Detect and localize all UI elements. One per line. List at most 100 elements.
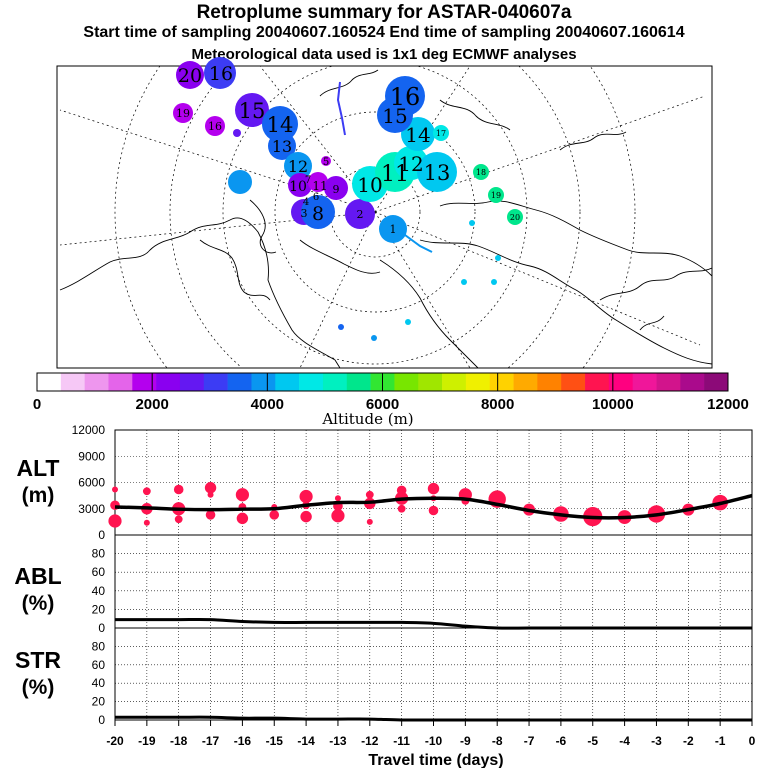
plume-label: 12	[288, 157, 308, 176]
plume-centroid-track	[336, 81, 433, 253]
plume-cluster-circle	[461, 279, 467, 285]
colorbar-swatch	[537, 373, 562, 391]
y-tick-label: 0	[98, 621, 105, 635]
x-tick-label: -10	[425, 734, 443, 748]
alt-cluster-marker	[331, 509, 345, 523]
x-tick-label: -6	[556, 734, 567, 748]
x-tick-label: -16	[234, 734, 252, 748]
plume-label: 6	[313, 192, 319, 203]
x-tick-label: -4	[619, 734, 630, 748]
x-tick-label: -1	[715, 734, 726, 748]
alt-cluster-marker	[142, 487, 151, 496]
plume-cluster-circle	[385, 76, 425, 116]
plume-label: 8	[312, 203, 324, 225]
meridian	[59, 109, 376, 213]
meridian	[374, 95, 706, 213]
colorbar-swatch	[394, 373, 419, 391]
y-tick-label: 20	[92, 602, 106, 616]
met-data-note: Meteorological data used is 1x1 deg ECMW…	[191, 46, 577, 63]
alt-cluster-marker	[428, 505, 439, 516]
alt-cluster-marker	[365, 490, 374, 499]
colorbar-axis-label: Altitude (m)	[321, 410, 413, 428]
x-tick-label: -12	[361, 734, 379, 748]
colorbar-swatch	[489, 373, 514, 391]
plume-cluster-circle	[233, 129, 241, 137]
plume-cluster-circle	[262, 106, 298, 142]
colorbar-swatch	[680, 373, 705, 391]
y-tick-label: 20	[92, 695, 106, 709]
colorbar-swatch	[632, 373, 657, 391]
colorbar-swatch	[585, 373, 610, 391]
colorbar-swatch	[346, 373, 371, 391]
colorbar-swatch	[227, 373, 252, 391]
y-tick-label: 40	[92, 584, 106, 598]
x-tick-label: -13	[329, 734, 347, 748]
chart-title: Retroplume summary for ASTAR-040607a	[196, 2, 572, 23]
plume-cluster-circle	[345, 199, 375, 229]
meridian	[299, 211, 376, 368]
colorbar-swatch	[299, 373, 324, 391]
colorbar-swatch	[465, 373, 491, 391]
abl-line	[115, 617, 752, 630]
sampling-times: Start time of sampling 20040607.160524 E…	[83, 24, 685, 41]
plume-label: 17	[436, 129, 446, 138]
plume-cluster-circle	[371, 335, 377, 341]
plume-label: 20	[510, 213, 520, 222]
alt-panel-unit: (m)	[22, 484, 55, 507]
plume-label: 19	[176, 107, 190, 120]
plume-label: 2	[357, 208, 364, 221]
y-tick-label: 12000	[72, 423, 106, 437]
plume-cluster-circle	[379, 215, 407, 243]
x-grid-lines	[114, 429, 753, 726]
str-y-ticks: 0 20 40 60 80	[92, 639, 106, 727]
x-tick-label: -19	[138, 734, 156, 748]
latitude-circle	[222, 66, 528, 365]
colorbar-swatch	[418, 373, 443, 391]
plume-cluster-circle	[268, 132, 296, 160]
coastline-segment	[249, 199, 277, 254]
plume-label: 7	[305, 175, 311, 186]
plume-label: 14	[405, 123, 430, 147]
coastline-segment	[59, 217, 341, 368]
alt-cluster-marker	[397, 504, 406, 513]
coastline-segment	[299, 239, 381, 274]
plume-labels: 20 16 19 16 15 14 13 12 11 10 9 8 7 6 5 …	[176, 63, 520, 236]
plume-cluster-circle	[204, 57, 236, 89]
plume-cluster-circle	[284, 152, 312, 180]
y-tick-label: 60	[92, 658, 106, 672]
plume-cluster-circle	[469, 220, 475, 226]
y-tick-label: 0	[98, 713, 105, 727]
x-tick-label: -11	[393, 734, 410, 748]
plume-label: 10	[357, 173, 382, 197]
y-tick-label: 9000	[78, 449, 105, 463]
plume-cluster-circle	[176, 61, 204, 89]
colorbar-swatch	[656, 373, 681, 391]
alt-cluster-marker	[300, 510, 312, 523]
centroid-track-segment	[336, 81, 346, 136]
plume-label: 20	[178, 65, 202, 87]
colorbar-tick-label: 0	[33, 396, 41, 413]
alt-cluster-marker	[204, 482, 217, 494]
alt-cluster-marker	[269, 510, 280, 520]
colorbar-swatch	[132, 373, 157, 391]
plume-cluster-circle	[308, 172, 328, 192]
plume-label: 5	[323, 157, 329, 168]
colorbar-tick-label: 4000	[251, 396, 284, 413]
centroid-track-segment	[404, 234, 433, 253]
alt-cluster-marker	[174, 515, 183, 524]
x-tick-label: 0	[749, 734, 756, 748]
plume-cluster-circle	[338, 324, 344, 330]
y-tick-label: 6000	[78, 476, 105, 490]
x-tick-label: -9	[460, 734, 471, 748]
coastline-segment	[199, 239, 271, 301]
alt-cluster-marker	[143, 519, 150, 526]
coastline-segment	[559, 131, 627, 151]
plume-label: 9	[333, 183, 340, 196]
latitude-circle	[114, 66, 636, 368]
plume-label: 3	[301, 207, 308, 220]
plume-label: 11	[381, 162, 409, 187]
x-tick-label: -8	[492, 734, 503, 748]
plume-label: 18	[476, 168, 486, 177]
plume-label: 16	[209, 63, 233, 85]
